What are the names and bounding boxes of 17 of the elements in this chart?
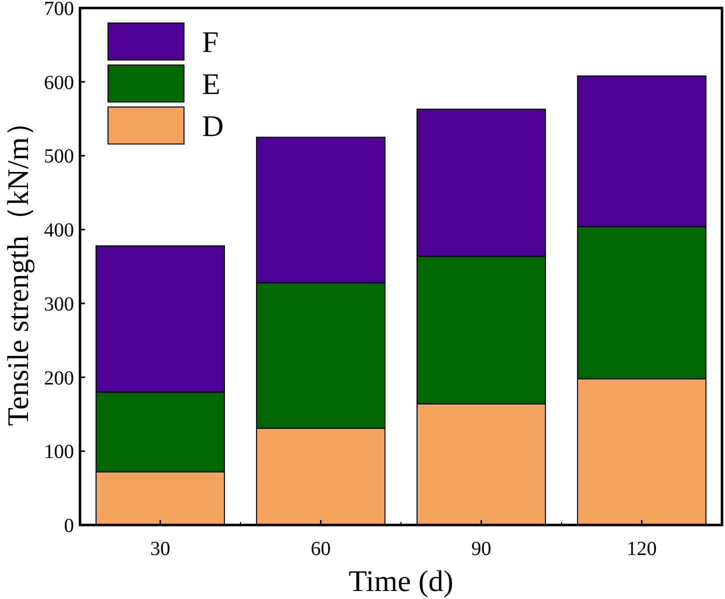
y-tick-label: 300 [44, 293, 74, 316]
y-tick-label: 400 [44, 220, 74, 242]
y-tick-label: 700 [44, 0, 74, 20]
x-tick-label: 90 [471, 538, 492, 560]
x-tick-label: 120 [626, 538, 657, 560]
y-tick-label: 600 [44, 72, 74, 94]
x-tick-label: 30 [150, 538, 170, 560]
y-tick-label: 100 [44, 441, 74, 464]
legend-label: E [202, 68, 220, 101]
legend-label: D [202, 110, 224, 143]
y-tick-label: 0 [64, 515, 74, 537]
x-axis-title: Time (d) [348, 565, 454, 598]
y-tick-label: 500 [44, 146, 74, 168]
x-tick-label: 60 [310, 538, 331, 560]
y-tick-label: 200 [44, 367, 74, 390]
legend-label: F [202, 26, 219, 59]
y-axis-title: Tensile strength（kN/m） [2, 107, 35, 426]
